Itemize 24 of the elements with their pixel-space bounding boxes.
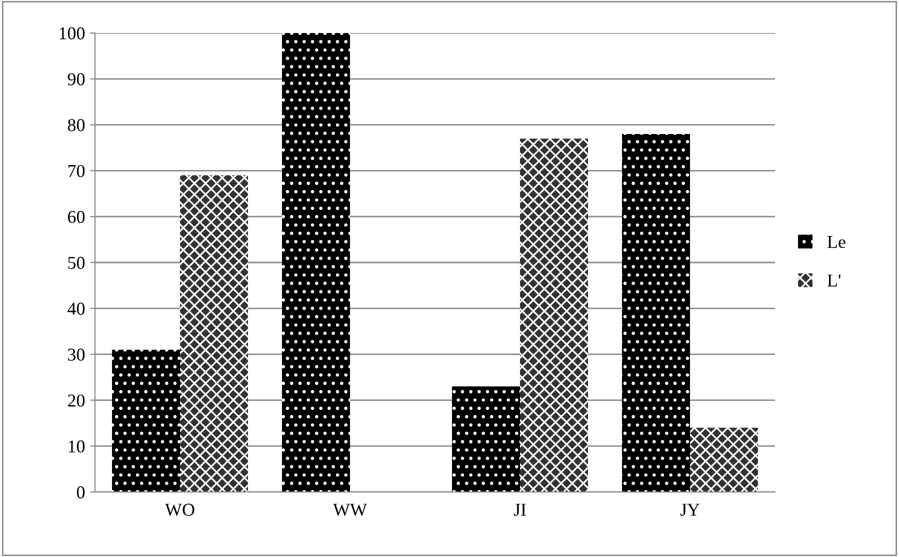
bar [282,33,350,492]
legend-label: Le [827,236,846,248]
y-tick-label: 80 [68,119,85,132]
y-tick-label: 30 [68,348,85,361]
bar [112,350,180,492]
legend-label: L' [827,274,840,287]
y-tick-label: 90 [68,73,85,86]
x-tick-label: JI [514,504,526,516]
y-tick-label: 10 [68,440,85,453]
bar [690,428,758,492]
bar [622,134,690,492]
y-tick-label: 60 [68,210,85,224]
x-tick-label: WO [164,504,194,516]
y-tick-label: 20 [68,394,85,407]
bar [520,138,588,492]
x-tick-label: WW [332,504,368,516]
y-tick-label: 0 [76,486,85,498]
bar [180,175,248,492]
y-tick-label: 70 [68,164,85,178]
y-tick-label: 40 [68,302,85,315]
y-tick-label: 50 [68,256,85,269]
y-tick-label: 100 [60,27,85,40]
x-tick-label: JY [680,504,700,516]
bar [452,386,520,492]
